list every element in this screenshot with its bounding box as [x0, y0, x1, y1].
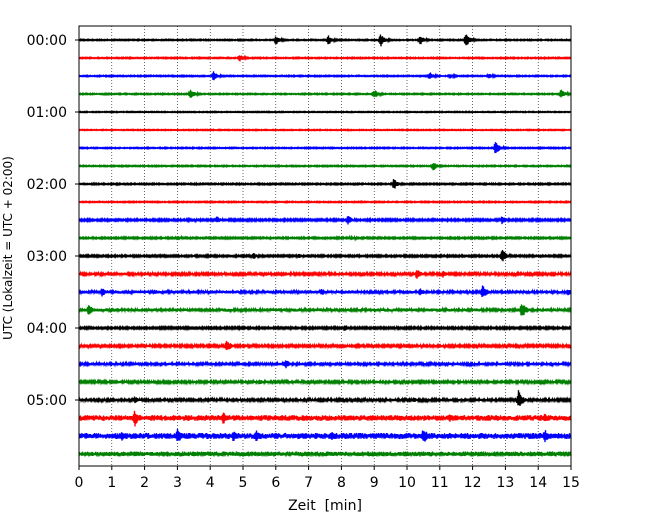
- trace-0445: [78, 378, 572, 386]
- y-tick-label: 01:00: [27, 105, 67, 121]
- y-tick-label: 03:00: [27, 249, 67, 265]
- trace-0515: [78, 410, 572, 427]
- trace-0030: [78, 71, 572, 81]
- y-tick-label: 04:00: [27, 321, 67, 337]
- x-tick-label: 3: [173, 475, 182, 491]
- x-axis-ticks: 0 1 2 3 4 5 6 7 8 9 10 11 12 13 14 15: [75, 466, 580, 491]
- x-tick-label: 9: [370, 475, 379, 491]
- y-tick-label: 00:00: [27, 33, 67, 49]
- trace-0345: [78, 304, 572, 316]
- trace-0200: [78, 179, 572, 189]
- trace-0530: [78, 428, 572, 443]
- x-tick-label: 8: [337, 475, 346, 491]
- trace-0315: [78, 270, 572, 279]
- y-tick-label: 05:00: [27, 393, 67, 409]
- trace-0415: [78, 340, 572, 351]
- trace-0215: [78, 199, 572, 205]
- x-tick-label: 5: [239, 475, 248, 491]
- trace-0430: [78, 360, 572, 369]
- trace-0000: [78, 34, 572, 47]
- x-tick-label: 15: [562, 475, 580, 491]
- y-tick-label: 02:00: [27, 177, 67, 193]
- vertical-grid: [111, 26, 539, 466]
- x-tick-label: 13: [496, 475, 514, 491]
- x-tick-label: 1: [107, 475, 116, 491]
- trace-0545: [78, 451, 572, 458]
- trace-0400: [78, 324, 572, 332]
- trace-0245: [78, 234, 572, 242]
- trace-0045: [78, 89, 572, 98]
- trace-0145: [78, 163, 572, 171]
- y-axis-ticks: 00:00 01:00 02:00 03:00 04:00 05:00: [27, 33, 79, 409]
- seismogram-traces: [78, 34, 572, 458]
- trace-0130: [78, 142, 572, 154]
- trace-0300: [78, 249, 572, 262]
- trace-0015: [78, 54, 572, 62]
- y-axis-label: UTC (Lokalzeit = UTC + 02:00): [1, 156, 15, 340]
- x-tick-label: 14: [529, 475, 547, 491]
- x-tick-label: 11: [431, 475, 449, 491]
- x-tick-label: 2: [140, 475, 149, 491]
- x-tick-label: 4: [206, 475, 215, 491]
- x-tick-label: 12: [464, 475, 482, 491]
- x-axis-label: Zeit [min]: [288, 498, 362, 514]
- plot-frame: [78, 25, 572, 467]
- trace-0115: [78, 128, 572, 132]
- trace-0230: [78, 216, 572, 225]
- x-tick-label: 7: [304, 475, 313, 491]
- trace-0100: [78, 110, 572, 114]
- x-tick-label: 10: [398, 475, 416, 491]
- x-tick-label: 0: [75, 475, 84, 491]
- trace-0330: [78, 285, 572, 298]
- x-tick-label: 6: [271, 475, 280, 491]
- trace-0500: [78, 390, 572, 406]
